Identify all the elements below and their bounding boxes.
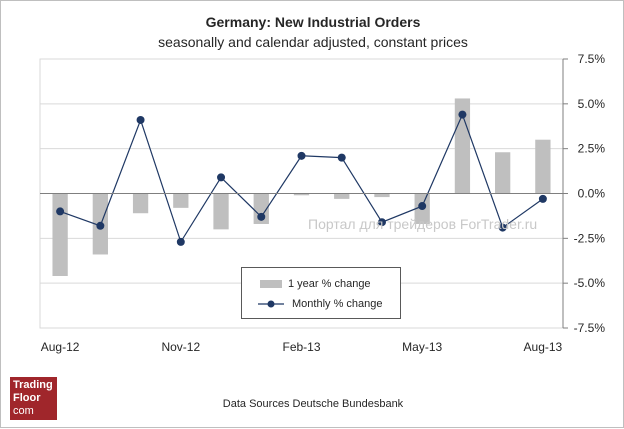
y-tick-label: 0.0% bbox=[578, 187, 606, 201]
data-point bbox=[458, 110, 467, 119]
bar bbox=[495, 152, 511, 194]
legend-label: Monthly % change bbox=[292, 298, 383, 310]
legend-item-bar: 1 year % change bbox=[242, 276, 371, 292]
data-point bbox=[96, 221, 105, 230]
y-tick-label: 2.5% bbox=[578, 142, 606, 156]
bar bbox=[213, 193, 229, 230]
bar bbox=[293, 193, 310, 196]
data-point bbox=[217, 173, 226, 182]
x-tick-label: Feb-13 bbox=[282, 340, 320, 354]
x-tick-label: Aug-13 bbox=[524, 340, 563, 354]
legend-line-swatch bbox=[258, 300, 284, 308]
source-note: Data Sources Deutsche Bundesbank bbox=[222, 398, 404, 410]
tradingfloor-logo: Trading Floor com bbox=[10, 377, 57, 420]
line-series bbox=[56, 110, 547, 246]
y-tick-label: -2.5% bbox=[574, 231, 606, 245]
watermark-text: Портал для трейдеров ForTrader.ru bbox=[308, 216, 538, 232]
x-tick-label: May-13 bbox=[402, 340, 442, 354]
axes bbox=[40, 58, 568, 329]
data-point bbox=[377, 218, 386, 227]
data-point bbox=[176, 237, 185, 246]
y-tick-label: 7.5% bbox=[578, 52, 606, 66]
legend-bar-swatch bbox=[260, 280, 282, 288]
data-point bbox=[257, 212, 266, 221]
bar bbox=[52, 193, 68, 276]
data-point bbox=[418, 202, 427, 211]
data-point bbox=[538, 194, 547, 203]
legend-item-line: Monthly % change bbox=[242, 296, 383, 312]
logo-line: Floor bbox=[13, 392, 41, 404]
data-point bbox=[498, 223, 507, 232]
chart-subtitle: seasonally and calendar adjusted, consta… bbox=[158, 34, 468, 50]
legend: 1 year % change Monthly % change bbox=[241, 267, 401, 319]
data-point bbox=[297, 151, 306, 160]
data-point bbox=[337, 153, 346, 162]
x-tick-labels: Aug-12 Nov-12 Feb-13 May-13 Aug-13 bbox=[41, 340, 563, 354]
bar-series bbox=[52, 98, 551, 276]
y-tick-labels: 7.5% 5.0% 2.5% 0.0% -2.5% -5.0% -7.5% bbox=[574, 52, 606, 335]
y-tick-label: -5.0% bbox=[574, 276, 606, 290]
logo-line: com bbox=[13, 405, 34, 417]
bar bbox=[334, 193, 350, 199]
legend-label: 1 year % change bbox=[288, 278, 371, 290]
data-point bbox=[56, 207, 65, 216]
bar bbox=[374, 193, 390, 198]
y-tick-label: 5.0% bbox=[578, 97, 606, 111]
bar bbox=[173, 193, 189, 208]
data-point bbox=[136, 115, 145, 124]
logo-line: Trading bbox=[13, 379, 53, 391]
y-tick-label: -7.5% bbox=[574, 321, 606, 335]
bar bbox=[535, 139, 551, 194]
x-tick-label: Aug-12 bbox=[41, 340, 80, 354]
chart-title: Germany: New Industrial Orders bbox=[205, 14, 421, 30]
x-tick-label: Nov-12 bbox=[161, 340, 200, 354]
bar bbox=[132, 193, 149, 214]
